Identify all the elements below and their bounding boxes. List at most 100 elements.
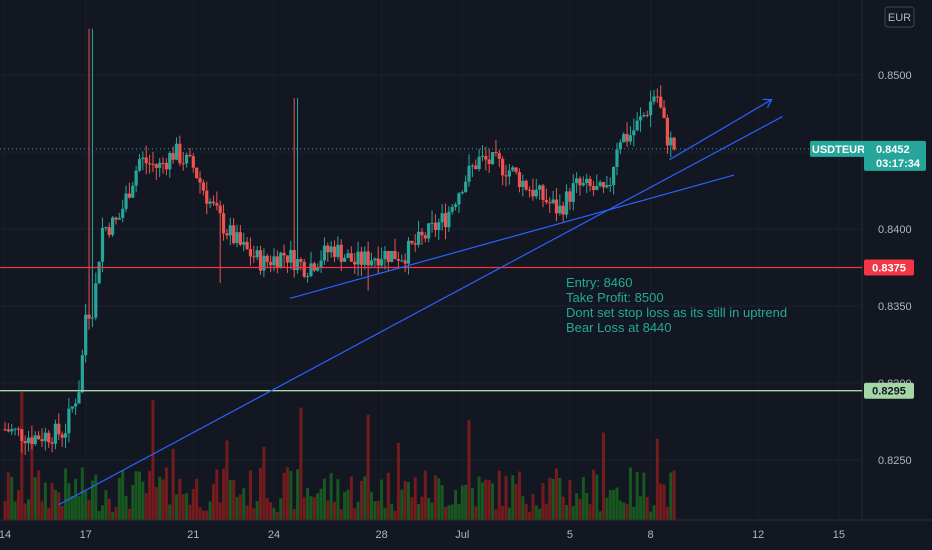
volume-bar bbox=[477, 476, 481, 520]
volume-bar bbox=[454, 490, 458, 520]
candle-body bbox=[154, 164, 158, 168]
time-tick-label: Jul bbox=[455, 529, 469, 541]
volume-bar bbox=[114, 507, 118, 520]
currency-button[interactable]: EUR bbox=[884, 6, 915, 28]
volume-bar bbox=[491, 483, 495, 520]
trendline[interactable] bbox=[289, 174, 735, 299]
candle-body bbox=[339, 244, 343, 262]
candle-body bbox=[329, 246, 333, 253]
volume-bar bbox=[437, 478, 441, 520]
candle-body bbox=[386, 251, 390, 263]
candle-body bbox=[453, 204, 458, 207]
volume-bar bbox=[524, 503, 528, 520]
candle-body bbox=[50, 442, 54, 444]
candle-body bbox=[662, 107, 666, 118]
volume-bar bbox=[460, 485, 464, 520]
volume-bar bbox=[47, 507, 51, 520]
candle-body bbox=[23, 440, 27, 444]
volume-bar bbox=[494, 509, 498, 520]
horizontal-levels[interactable] bbox=[0, 148, 862, 392]
candle-body bbox=[669, 137, 673, 146]
candle-body bbox=[164, 162, 168, 170]
volume-bar bbox=[440, 485, 444, 520]
candle-body bbox=[235, 232, 239, 244]
volume-bar bbox=[181, 494, 185, 520]
volume-bar bbox=[420, 496, 424, 520]
volume-bar bbox=[618, 500, 622, 520]
trendline-arrow[interactable] bbox=[669, 100, 771, 161]
volume-bar bbox=[672, 470, 676, 520]
volume-bar bbox=[104, 490, 108, 520]
candle-body bbox=[16, 428, 21, 430]
volume-bar bbox=[625, 504, 629, 520]
volume-bar bbox=[548, 477, 552, 520]
candle-body bbox=[137, 159, 142, 171]
candle-body bbox=[282, 252, 286, 256]
time-tick-label: 12 bbox=[752, 529, 764, 541]
volume-bar bbox=[464, 484, 468, 520]
candle-body bbox=[622, 134, 626, 143]
time-tick-label: 8 bbox=[648, 529, 654, 541]
candle-body bbox=[480, 155, 485, 157]
candle-body bbox=[554, 199, 559, 214]
volume-bar bbox=[474, 506, 478, 520]
candle-body bbox=[302, 261, 306, 277]
volume-bar bbox=[380, 479, 384, 520]
candle-body bbox=[628, 135, 633, 142]
volume-bar bbox=[121, 470, 125, 520]
volume-bar bbox=[333, 501, 337, 520]
candle-body bbox=[575, 178, 579, 184]
volume-bar bbox=[80, 467, 84, 520]
candle-body bbox=[30, 437, 34, 445]
volume-bar bbox=[467, 419, 471, 520]
candle-body bbox=[457, 193, 461, 205]
volume-bar bbox=[565, 504, 569, 520]
trendlines[interactable] bbox=[58, 100, 783, 506]
candle-body bbox=[279, 252, 283, 268]
candle-body bbox=[652, 96, 656, 102]
time-axis[interactable]: 14 17 21 24 28 Jul 5 8 12 15 bbox=[0, 519, 932, 541]
candle-body bbox=[94, 283, 98, 318]
trendline[interactable] bbox=[58, 116, 783, 506]
candle-body bbox=[561, 205, 565, 215]
volume-bar bbox=[655, 438, 659, 520]
volume-bar bbox=[403, 480, 407, 520]
candle-body bbox=[40, 439, 44, 442]
volume-bar bbox=[450, 504, 454, 520]
time-tick-label: 28 bbox=[375, 529, 387, 541]
candle-body bbox=[474, 165, 478, 169]
volume-bar bbox=[652, 505, 656, 520]
candle-body bbox=[265, 255, 269, 262]
volume-bar bbox=[171, 448, 175, 520]
candle-body bbox=[285, 255, 290, 263]
volume-bar bbox=[57, 492, 61, 520]
volume-bar bbox=[87, 500, 91, 520]
candle-body bbox=[655, 96, 659, 98]
candle-body bbox=[558, 205, 562, 214]
volume-bar bbox=[53, 489, 57, 520]
candle-body bbox=[578, 178, 582, 186]
candle-body bbox=[608, 185, 612, 187]
volume-bar bbox=[259, 468, 263, 520]
volume-bar bbox=[282, 472, 286, 520]
candle-body bbox=[541, 185, 545, 200]
candle-body bbox=[487, 159, 491, 164]
last-price-value: 0.8452 bbox=[876, 144, 910, 156]
volume-bar bbox=[77, 495, 81, 520]
volume-bar bbox=[292, 509, 296, 520]
candle-body bbox=[248, 248, 253, 257]
candle-body bbox=[74, 403, 78, 407]
candle-body bbox=[326, 245, 330, 253]
candle-body bbox=[43, 432, 47, 442]
volume-bar bbox=[158, 476, 162, 520]
level-price-label: 0.8295 bbox=[872, 386, 906, 398]
time-tick-label: 21 bbox=[187, 529, 199, 541]
candle-body bbox=[568, 191, 572, 202]
volume-bar bbox=[427, 497, 431, 520]
candle-body bbox=[100, 227, 105, 262]
candle-body bbox=[531, 190, 535, 197]
candle-body bbox=[400, 260, 404, 262]
